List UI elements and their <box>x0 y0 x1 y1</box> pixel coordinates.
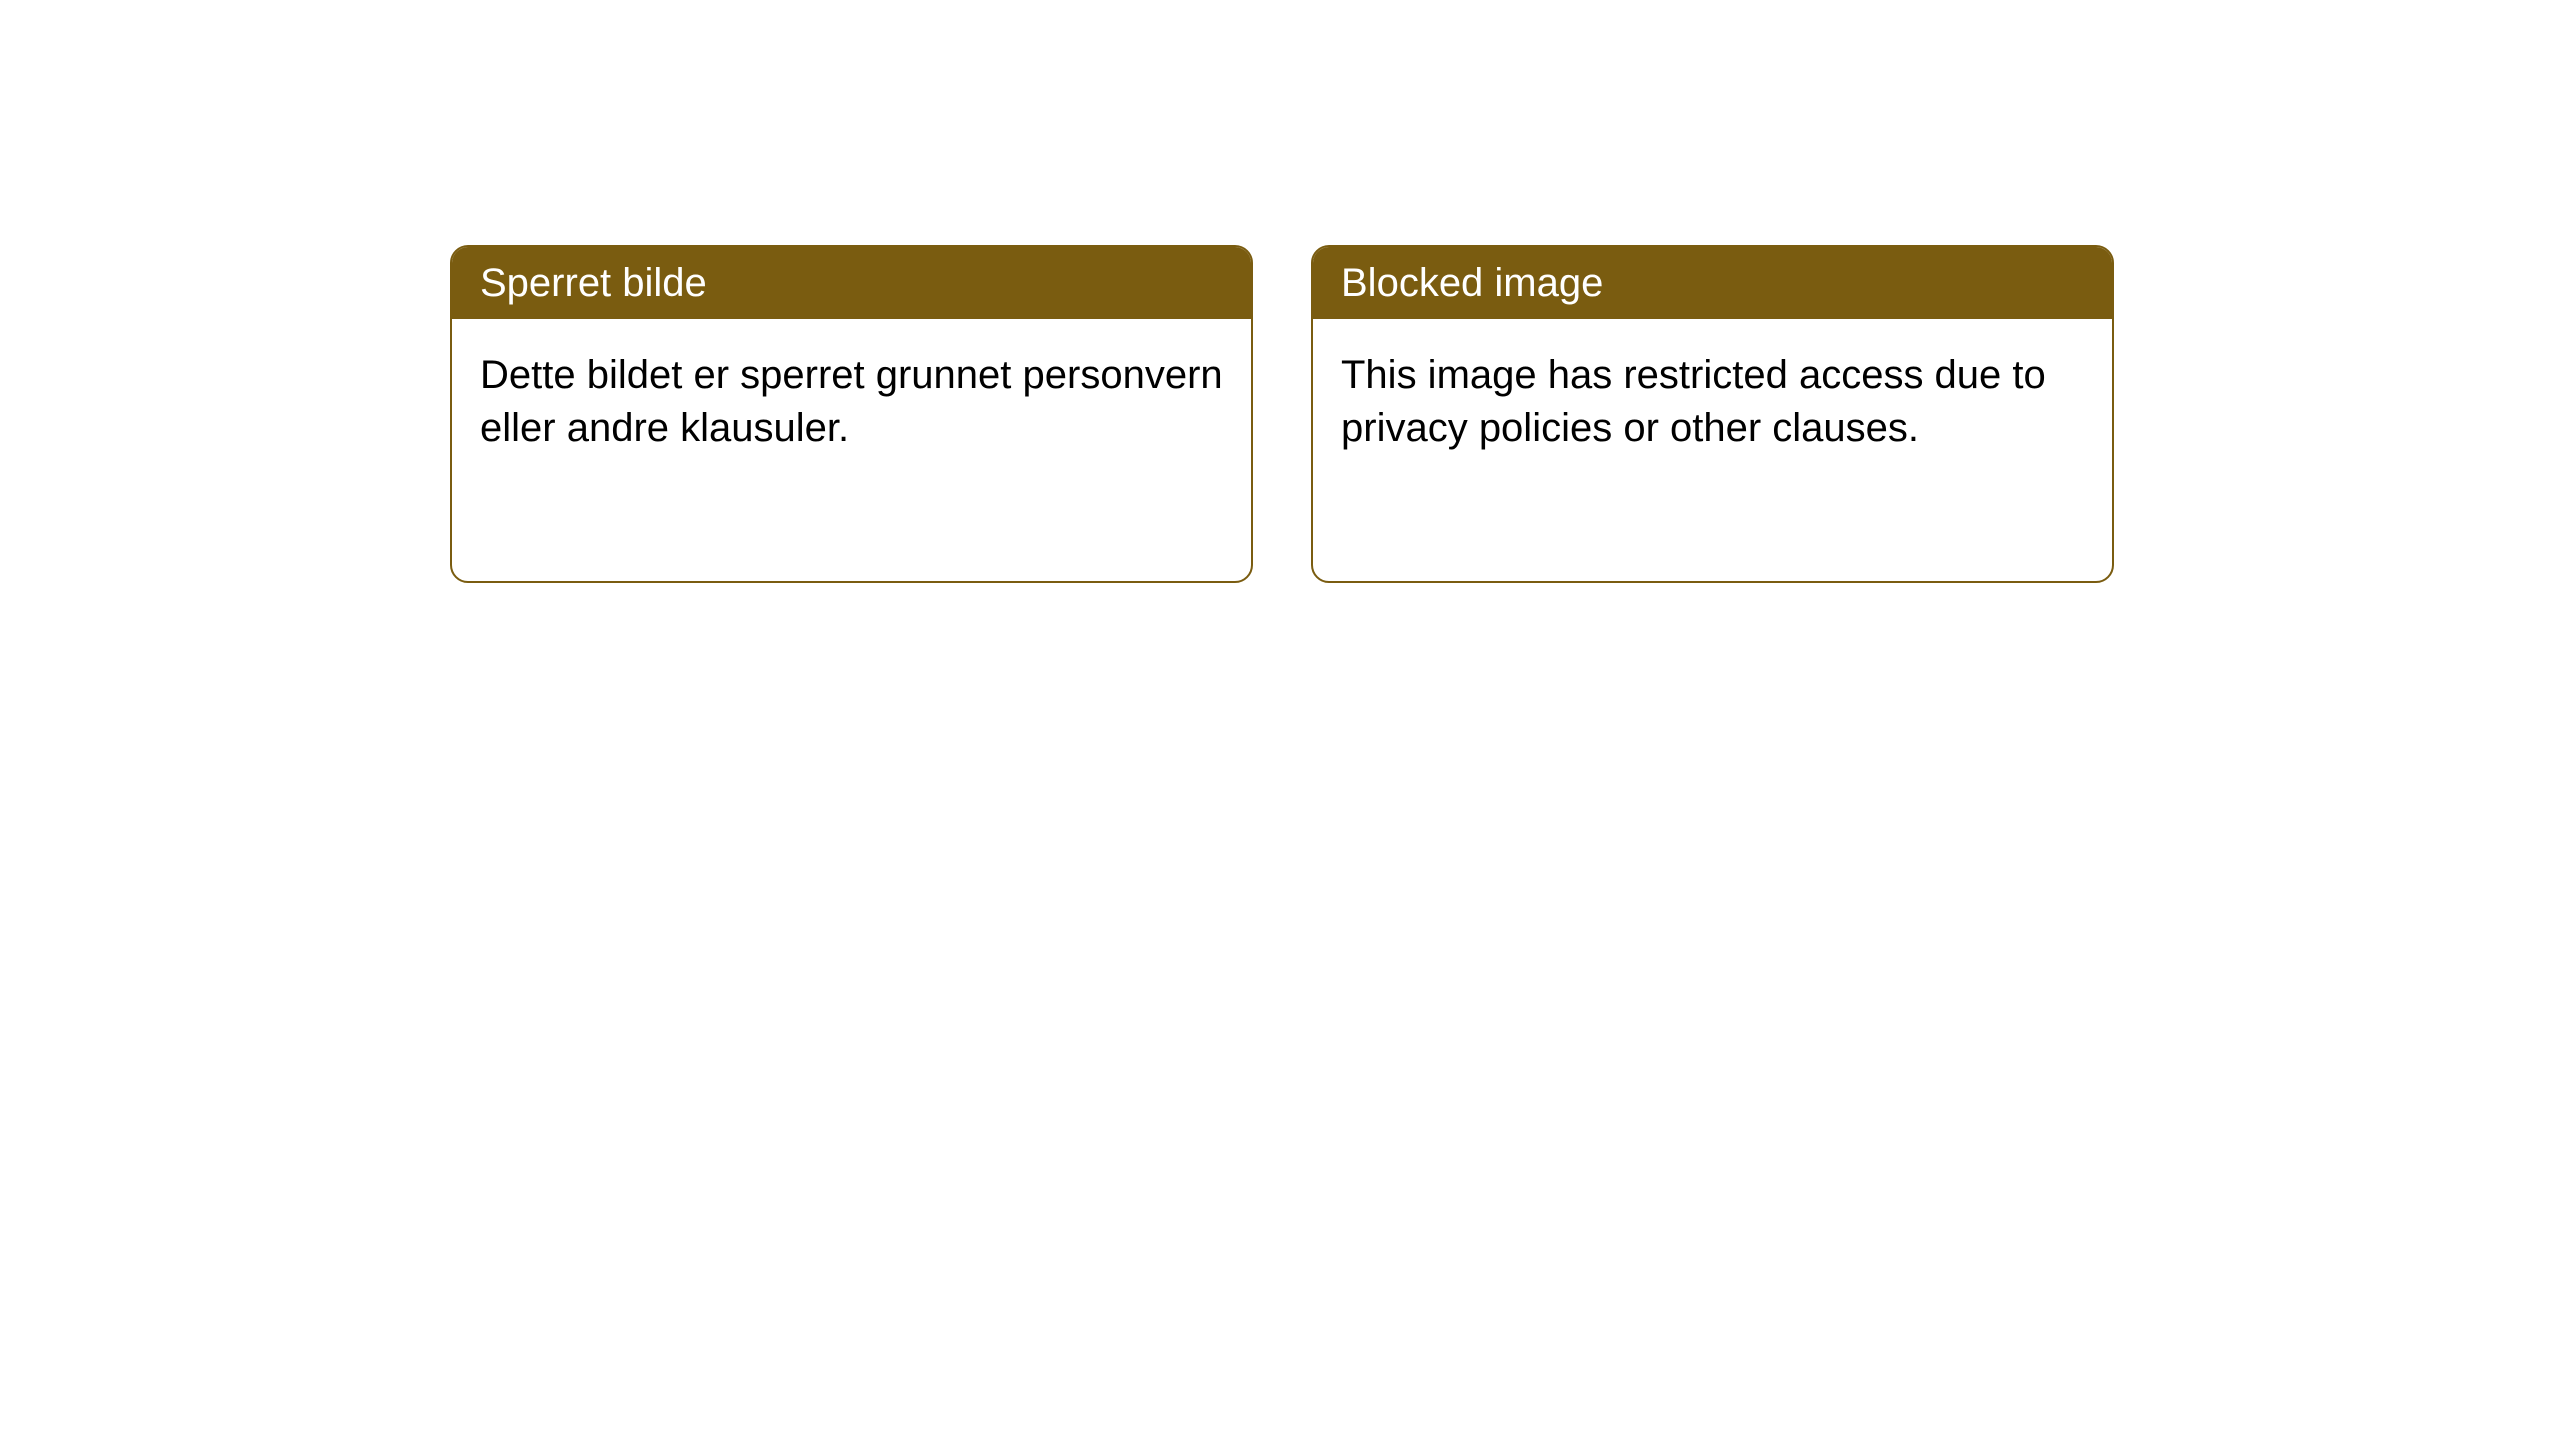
notice-card-norwegian: Sperret bilde Dette bildet er sperret gr… <box>450 245 1253 583</box>
card-body: This image has restricted access due to … <box>1313 319 2112 485</box>
notice-container: Sperret bilde Dette bildet er sperret gr… <box>450 245 2114 583</box>
card-body-text: This image has restricted access due to … <box>1341 353 2046 450</box>
notice-card-english: Blocked image This image has restricted … <box>1311 245 2114 583</box>
card-title: Blocked image <box>1341 261 1603 305</box>
card-body-text: Dette bildet er sperret grunnet personve… <box>480 353 1223 450</box>
card-body: Dette bildet er sperret grunnet personve… <box>452 319 1251 485</box>
card-header: Sperret bilde <box>452 247 1251 319</box>
card-title: Sperret bilde <box>480 261 707 305</box>
card-header: Blocked image <box>1313 247 2112 319</box>
